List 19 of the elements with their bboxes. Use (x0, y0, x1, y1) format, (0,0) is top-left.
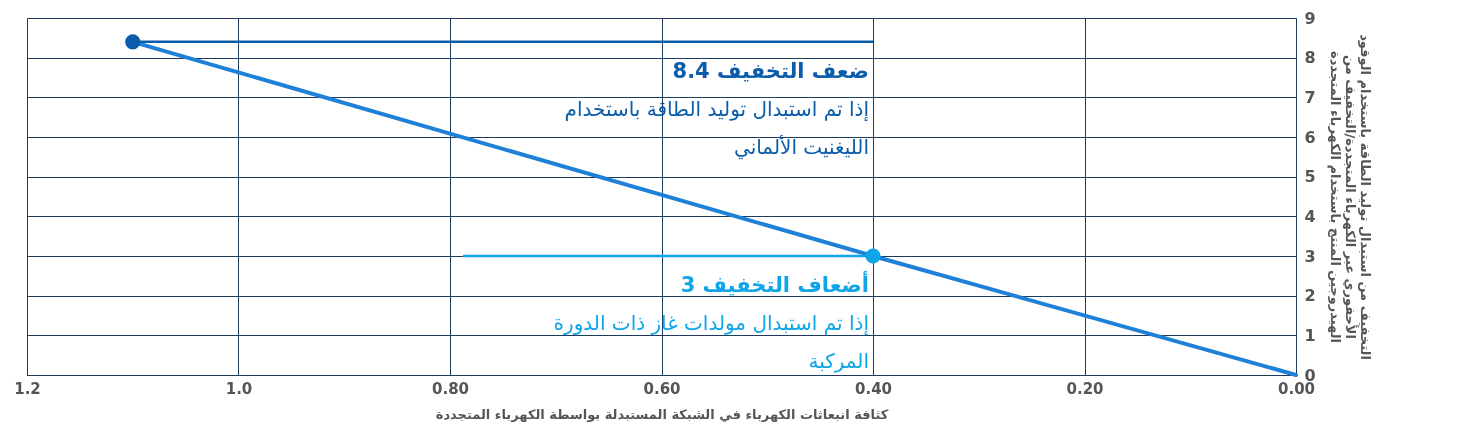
x-tick-label: 0.60 (643, 379, 681, 398)
x-tick-label: 0.80 (431, 379, 470, 398)
x-tick-label: 1.0 (225, 379, 253, 398)
y-tick-label: 6 (1304, 127, 1316, 147)
y-tick-label: 2 (1304, 286, 1316, 306)
y-tick-label: 3 (1304, 246, 1316, 266)
x-tick-label: 0.20 (1066, 379, 1104, 398)
y-tick-label: 8 (1304, 48, 1316, 68)
x-tick-label: 1.2 (14, 379, 41, 398)
y-tick-label: 7 (1304, 87, 1316, 107)
y-tick-label: 9 (1304, 8, 1316, 28)
annotation: 3 أضعاف التخفيف (680, 270, 869, 297)
y-axis-title: التخفيف من استبدال توليد الطاقة باستخدام الوقود الأحفوري عبر الكهرباء المتجددة/التخفيف من الهيدروجين المنتج باستخدام الكهرباء المتجددة (1326, 34, 1373, 360)
x-tick-label: 0.40 (854, 379, 893, 398)
annotation: 8.4 ضعف التخفيف (672, 58, 869, 83)
y-tick-label: 1 (1304, 325, 1316, 345)
y-tick-label: 4 (1304, 206, 1316, 226)
x-axis-title: كثافة انبعاثات الكهرباء في الشبكة المستبدلة بواسطة الكهرباء المتجددة (435, 406, 889, 422)
y-tick-label: 5 (1304, 167, 1316, 187)
